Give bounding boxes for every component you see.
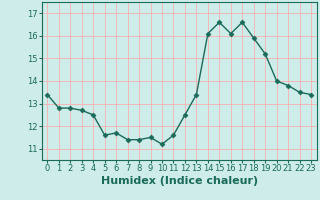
X-axis label: Humidex (Indice chaleur): Humidex (Indice chaleur) xyxy=(100,176,258,186)
